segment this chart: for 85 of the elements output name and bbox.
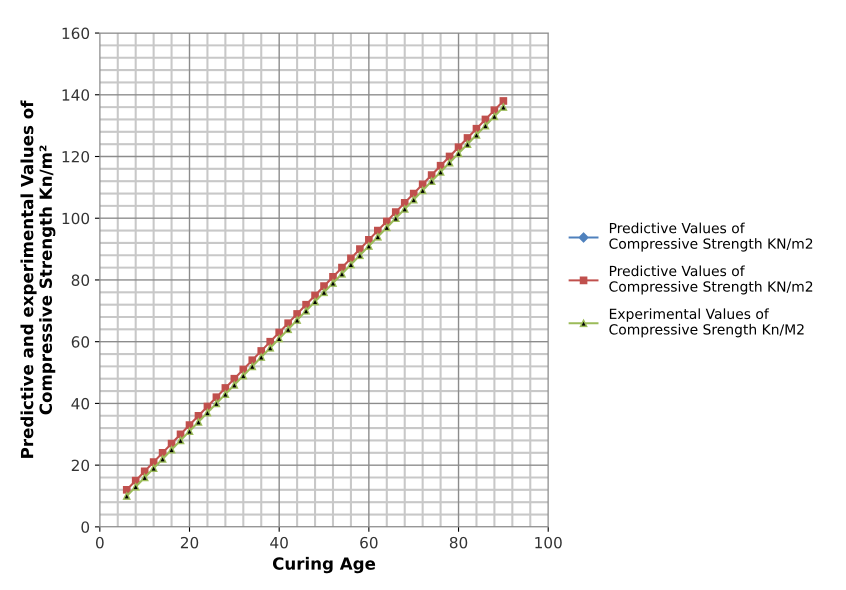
- point: [176, 430, 184, 438]
- point: [472, 131, 480, 139]
- y-tick-label: 100: [62, 212, 90, 224]
- point: [248, 362, 256, 370]
- point: [186, 427, 194, 436]
- y-tick-label: 20: [72, 460, 90, 472]
- point: [222, 390, 230, 398]
- point: [122, 492, 131, 500]
- point: [222, 384, 230, 392]
- point: [410, 196, 418, 204]
- point: [204, 402, 212, 410]
- point: [418, 186, 426, 194]
- point: [482, 116, 490, 124]
- point: [392, 214, 400, 222]
- point: [150, 458, 158, 466]
- point: [302, 307, 310, 315]
- point: [338, 270, 346, 278]
- point: [428, 171, 436, 179]
- x-tick-label: 100: [535, 536, 562, 548]
- point: [320, 288, 328, 296]
- point: [500, 103, 508, 111]
- point: [212, 400, 220, 408]
- point: [329, 273, 337, 281]
- point: [482, 122, 490, 130]
- point: [382, 224, 391, 232]
- point: [168, 446, 176, 454]
- point: [194, 418, 202, 426]
- point: [464, 134, 472, 142]
- y-tick-label: 120: [62, 150, 90, 163]
- y-tick-label: 160: [62, 28, 90, 40]
- y-tick-label: 60: [72, 336, 90, 348]
- point: [239, 372, 248, 380]
- x-tick-label: 20: [180, 536, 198, 548]
- point: [275, 334, 283, 342]
- x-tick-label: 80: [450, 536, 468, 548]
- point: [230, 381, 238, 389]
- y-tick-label: 0: [81, 521, 90, 533]
- y-tick-label: 40: [71, 398, 90, 410]
- y-tick-label: 140: [62, 89, 90, 101]
- point: [257, 353, 266, 361]
- point: [428, 177, 436, 186]
- point: [365, 242, 373, 250]
- point: [446, 152, 454, 160]
- point: [490, 112, 498, 120]
- point: [186, 421, 194, 429]
- legend-label: Predictive Values of Compressive Strength KN/m2: [609, 265, 812, 294]
- point: [311, 298, 319, 306]
- point: [338, 264, 346, 272]
- point: [158, 455, 166, 463]
- x-tick-label: 60: [360, 536, 378, 548]
- point: [500, 97, 508, 105]
- legend-label: Predictive Values of Compressive Strength KN/m2: [609, 222, 812, 252]
- point: [257, 347, 266, 355]
- point: [293, 316, 301, 324]
- point: [194, 412, 202, 420]
- point: [284, 326, 292, 334]
- legend-label: Experimental Values of Compressive Srength Kn/M2: [609, 308, 804, 338]
- point: [454, 150, 462, 158]
- point: [140, 474, 148, 482]
- point: [320, 282, 328, 290]
- x-tick-label: 40: [270, 536, 288, 548]
- point: [150, 464, 158, 472]
- point: [464, 140, 472, 148]
- point: [176, 436, 184, 444]
- point: [204, 408, 212, 416]
- point: [329, 279, 337, 287]
- point: [454, 143, 462, 152]
- x-axis-title: Curing Age: [272, 556, 376, 574]
- y-axis-title: Predictive and experimental Values of Compressive Strength Kn/m²: [20, 100, 56, 458]
- point: [472, 124, 480, 133]
- point: [400, 205, 409, 213]
- point: [132, 482, 140, 491]
- point: [266, 344, 274, 352]
- point: [410, 190, 418, 198]
- x-tick-label: 0: [96, 536, 104, 548]
- point: [168, 440, 176, 448]
- point: [347, 260, 355, 268]
- point: [446, 158, 454, 166]
- point: [436, 168, 444, 176]
- point: [311, 292, 319, 300]
- point: [392, 208, 400, 216]
- point: [239, 366, 248, 374]
- y-tick-label: 80: [72, 274, 90, 286]
- point: [356, 251, 364, 260]
- point: [374, 232, 382, 241]
